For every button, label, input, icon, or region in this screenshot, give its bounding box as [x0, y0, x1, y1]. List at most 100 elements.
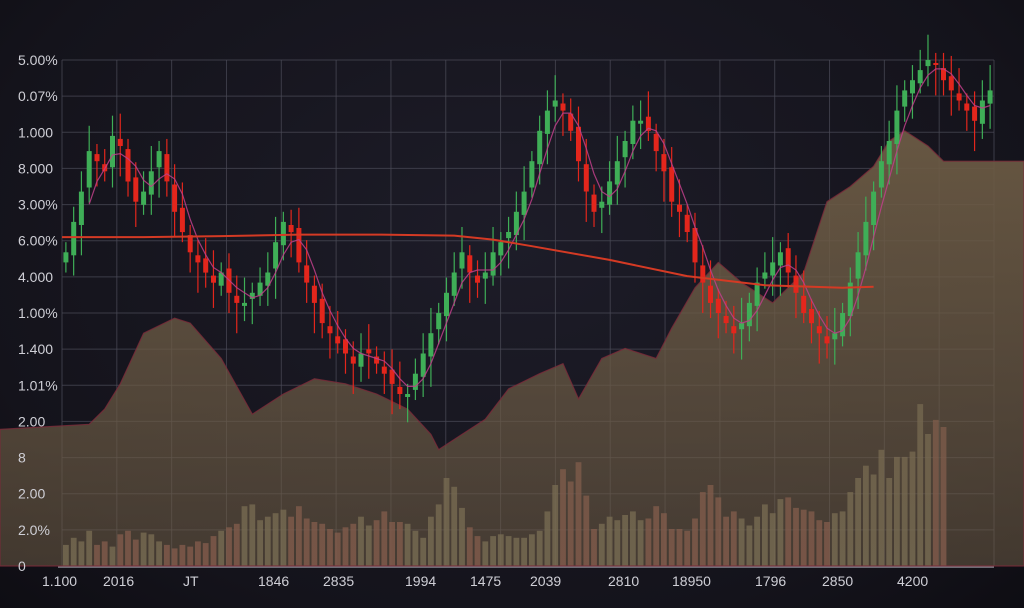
candle-up: [71, 221, 77, 256]
candle-down: [475, 275, 480, 283]
candle-up: [762, 272, 768, 279]
y-tick-label: 3.00%: [18, 197, 58, 213]
candle-up: [257, 282, 263, 296]
candle-up: [746, 302, 752, 327]
candle-up: [886, 141, 892, 165]
x-tick-label: 2016: [103, 573, 134, 589]
candle-up: [607, 181, 613, 205]
candle-down: [304, 265, 310, 283]
candle-down: [801, 295, 807, 313]
candle-up: [544, 110, 550, 134]
candle-up: [855, 252, 861, 279]
candle-up: [156, 151, 162, 168]
y-tick-label: 8: [18, 450, 26, 466]
candle-down: [187, 235, 193, 253]
candle-down: [816, 326, 822, 334]
candle-up: [979, 100, 985, 124]
candle-up: [832, 333, 838, 340]
candle-down: [133, 177, 139, 202]
y-tick-label: 1.000: [18, 124, 53, 140]
candle-down: [684, 214, 690, 232]
candle-down: [311, 285, 317, 303]
candle-down: [809, 309, 814, 324]
candle-down: [677, 204, 682, 212]
candle-up: [840, 313, 846, 337]
area-fill: [0, 130, 1024, 567]
candle-up: [910, 80, 915, 94]
x-axis-ticks: 1.100 2016 JT 1846 2835 1994 1475 2039 2810 18950…: [42, 573, 928, 589]
y-tick-label: 2.00: [18, 486, 45, 502]
candle-up: [451, 272, 457, 296]
candle-up: [436, 313, 442, 330]
y-tick-label: 4.000: [18, 269, 53, 285]
candle-up: [638, 120, 644, 124]
candle-up: [141, 191, 147, 205]
candle-up: [63, 252, 69, 263]
candle-down: [179, 207, 185, 233]
candle-up: [878, 161, 884, 188]
candle-up: [754, 282, 760, 306]
candle-up: [521, 191, 527, 215]
candle-up: [506, 232, 512, 239]
y-tick-label: 6.00%: [18, 233, 58, 249]
candle-up: [218, 272, 224, 286]
candle-down: [94, 154, 100, 162]
y-tick-label: 1.00%: [18, 305, 58, 321]
candle-up: [148, 171, 154, 195]
x-tick-label: 2835: [323, 573, 354, 589]
candle-down: [568, 113, 574, 131]
candle-down: [389, 369, 395, 384]
candle-down: [350, 356, 356, 364]
candle-up: [987, 90, 993, 104]
candle-down: [793, 275, 799, 293]
candle-up: [599, 201, 605, 208]
candle-down: [374, 356, 380, 364]
candle-down: [343, 339, 348, 354]
x-tick-label: 1796: [755, 573, 786, 589]
candle-down: [669, 167, 675, 202]
x-tick-label: 1994: [405, 573, 436, 589]
candle-up: [273, 242, 279, 269]
trend-line: [62, 233, 874, 289]
candle-down: [591, 194, 597, 212]
candle-down: [824, 336, 830, 344]
y-tick-label: 2.0%: [18, 522, 50, 538]
candle-down: [785, 248, 791, 273]
candle-up: [552, 100, 558, 107]
y-tick-label: 5.00%: [18, 52, 58, 68]
candle-down: [117, 138, 123, 146]
candle-up: [917, 70, 923, 84]
x-tick-label: 4200: [897, 573, 928, 589]
candle-up: [871, 191, 877, 225]
overlay-lines: [62, 68, 991, 387]
candle-up: [459, 252, 465, 269]
candle-down: [723, 316, 729, 324]
x-tick-label: 2039: [530, 573, 561, 589]
candle-down: [964, 103, 970, 111]
candle-up: [902, 90, 908, 107]
candle-down: [195, 255, 201, 263]
candle-down: [941, 68, 946, 81]
candle-down: [296, 228, 302, 263]
candle-down: [700, 265, 706, 283]
candle-down: [583, 164, 589, 192]
candle-up: [739, 323, 745, 330]
x-tick-label: 1475: [470, 573, 501, 589]
candle-up: [280, 221, 286, 246]
x-tick-label: 1.100: [42, 573, 77, 589]
candle-up: [537, 130, 543, 165]
candle-up: [420, 353, 426, 377]
candle-up: [622, 141, 628, 158]
candle-down: [708, 285, 713, 303]
candle-down: [933, 63, 939, 65]
candle-down: [467, 255, 473, 273]
candle-up: [614, 161, 620, 185]
candle-up: [498, 242, 504, 256]
candle-down: [288, 225, 294, 233]
y-tick-label: 0.07%: [18, 88, 58, 104]
candle-up: [249, 292, 255, 299]
candle-down: [948, 76, 954, 91]
candle-down: [661, 154, 667, 172]
candle-up: [925, 60, 931, 67]
x-tick-label: JT: [183, 573, 199, 589]
